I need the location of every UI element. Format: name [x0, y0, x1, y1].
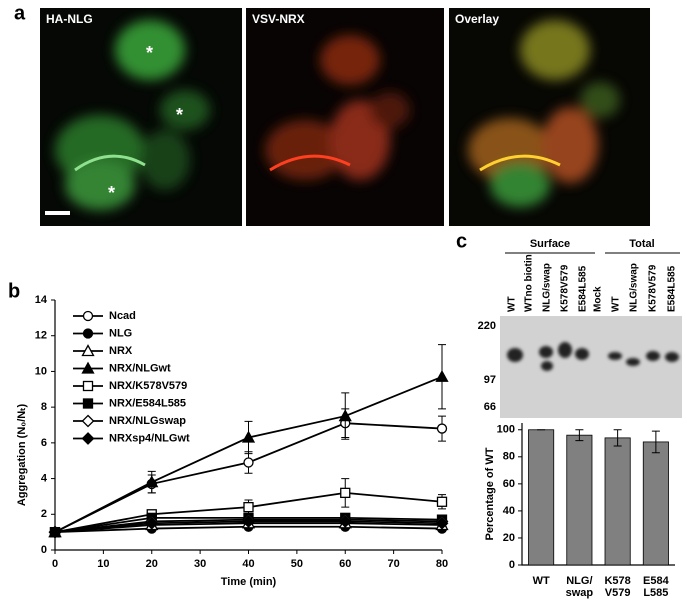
- marker: [436, 423, 448, 434]
- marker: [81, 344, 95, 357]
- marker: [81, 414, 95, 428]
- legend-label: NLG: [109, 327, 132, 339]
- y-tick-label: 0: [41, 544, 47, 556]
- error-bar: [651, 430, 660, 454]
- legend-label: NRX/NLGwt: [109, 362, 171, 374]
- marker: [82, 380, 94, 392]
- bar: [604, 437, 631, 566]
- marker: [243, 501, 254, 513]
- panel-label: a: [14, 2, 26, 24]
- x-tick-label: 0: [52, 558, 58, 570]
- blot-lanes: WT WTno biotin NLG/swap K578V579 E584L585 Moc…: [507, 254, 678, 312]
- x-tick-label: E584 L585: [643, 575, 670, 599]
- x-tick-label: K578 V579: [604, 575, 630, 599]
- y-tick-label: 20: [503, 532, 515, 544]
- marker: [145, 475, 159, 488]
- image-label: HA-NLG: [46, 12, 93, 26]
- marker: [241, 430, 256, 443]
- marker: [48, 525, 62, 539]
- x-tick-label: 70: [388, 558, 400, 570]
- error-bar: [575, 429, 584, 442]
- x-tick-label: 80: [436, 558, 448, 570]
- marker: [243, 457, 254, 468]
- bar: [642, 441, 669, 566]
- image-label: VSV-NRX: [252, 12, 305, 26]
- image-label: Overlay: [455, 12, 499, 26]
- legend-label: NRX/E584L585: [109, 397, 186, 409]
- blot-marker: 66: [484, 401, 496, 413]
- lane-label: NLG/swap: [629, 263, 640, 312]
- image-hanlg: [40, 8, 242, 226]
- marker: [242, 515, 255, 528]
- y-tick-label: 14: [35, 294, 48, 306]
- marker: [340, 487, 351, 499]
- legend-label: NRX/NLGswap: [109, 415, 186, 427]
- blot-marker: 220: [478, 320, 496, 332]
- y-tick-label: 4: [41, 472, 48, 484]
- panel-label: b: [8, 280, 20, 302]
- asterisk: *: [176, 105, 183, 125]
- asterisk: *: [108, 183, 115, 203]
- x-tick-label: 30: [194, 558, 206, 570]
- legend-label: NRXsp4/NLGwt: [109, 432, 190, 444]
- marker: [82, 398, 94, 409]
- y-axis-label: Percentage of WT: [484, 447, 496, 540]
- legend-label: NRX/K578V579: [109, 380, 187, 392]
- y-tick-label: 10: [35, 365, 47, 377]
- bar: [528, 429, 555, 566]
- legend-label: NRX: [109, 345, 133, 357]
- y-tick-label: 40: [503, 505, 515, 517]
- line-chart: 0 2 4 6 8 10 12 14 0 10 20 30 40 50 60 70 80 Time (min) Ag…: [16, 294, 449, 588]
- error-bar: [613, 429, 622, 447]
- y-tick-label: 0: [509, 559, 515, 571]
- marker: [435, 369, 449, 382]
- lane-label: E584L585: [578, 265, 589, 312]
- marker: [338, 409, 352, 422]
- image-overlay: [449, 8, 650, 226]
- y-tick-label: 60: [503, 478, 515, 490]
- x-tick-label: 20: [146, 558, 158, 570]
- x-tick-label: 60: [339, 558, 351, 570]
- y-tick-label: 8: [41, 401, 47, 413]
- lane-label: Mock: [593, 286, 604, 312]
- asterisk: *: [146, 43, 153, 63]
- y-tick-label: 100: [497, 424, 515, 436]
- y-tick-label: 2: [41, 508, 47, 520]
- x-tick-label: NLG/swap: [566, 575, 594, 599]
- blot-group: Total: [629, 238, 654, 250]
- blot: [500, 252, 682, 418]
- x-tick-label: 10: [97, 558, 109, 570]
- marker: [435, 516, 449, 530]
- lane-label: WTno biotin: [524, 254, 535, 312]
- lane-label: E584L585: [667, 265, 678, 312]
- x-tick-label: 50: [291, 558, 303, 570]
- marker: [81, 361, 95, 374]
- marker: [436, 496, 448, 507]
- lane-label: K578V579: [560, 264, 571, 312]
- x-tick-label: 40: [242, 558, 254, 570]
- bar: [566, 434, 593, 566]
- lane-label: K578V579: [648, 264, 659, 312]
- panel-label: c: [456, 230, 467, 252]
- blot-marker: 97: [484, 374, 496, 386]
- marker: [82, 328, 94, 339]
- marker: [82, 310, 94, 322]
- y-tick-label: 80: [503, 451, 515, 463]
- blot-group: Surface: [530, 238, 570, 250]
- image-vsvnrx: [246, 8, 444, 226]
- lane-label: WT: [507, 296, 518, 312]
- marker: [145, 516, 159, 530]
- y-tick-label: 6: [41, 437, 47, 449]
- marker: [81, 432, 95, 445]
- x-tick-label: WT: [533, 575, 550, 587]
- y-axis-label: Aggregation (N₀/Nₜ): [16, 404, 28, 507]
- y-tick-label: 12: [35, 330, 47, 342]
- x-axis-label: Time (min): [221, 576, 277, 588]
- lane-label: WT: [611, 296, 622, 312]
- legend-label: Ncad: [109, 310, 136, 322]
- marker: [338, 515, 352, 528]
- lane-label: NLG/swap: [542, 263, 553, 312]
